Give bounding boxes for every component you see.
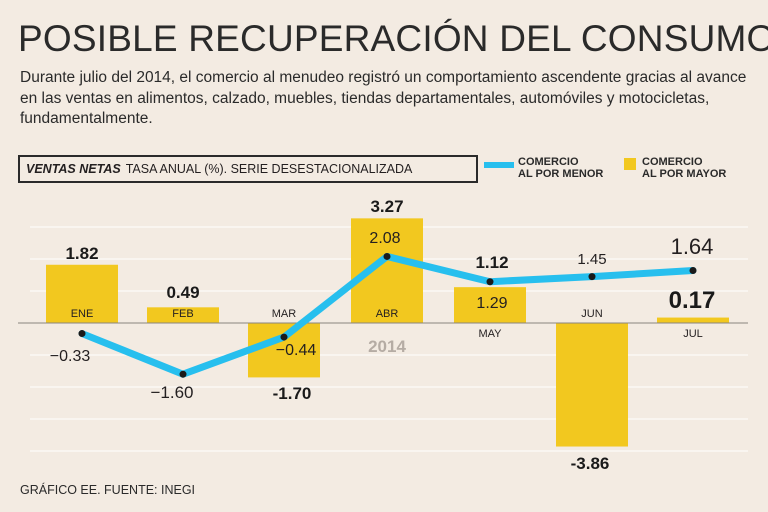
- line-point: [588, 273, 596, 281]
- line-value-labels: −0.33 −1.60 −0.44 2.08 1.29 1.45 1.64: [50, 230, 714, 402]
- bar-may: [454, 287, 526, 323]
- line-point: [689, 267, 697, 275]
- legend-line-swatch: [484, 162, 514, 168]
- line-point: [486, 278, 494, 286]
- legend-menor-line1: COMERCIO: [518, 156, 579, 168]
- bar-value-label: 0.49: [166, 283, 199, 302]
- line-point: [280, 333, 288, 341]
- legend-menor-line2: AL POR MENOR: [518, 168, 604, 180]
- bar-value-label: 3.27: [370, 197, 403, 216]
- bar-value-labels: 1.82 0.49 -1.70 3.27 1.12 -3.86 0.17: [65, 197, 715, 473]
- line-value-label: −0.44: [276, 342, 317, 359]
- year-label: 2014: [368, 337, 406, 356]
- category-label: JUL: [683, 328, 703, 340]
- header-bold: VENTAS NETAS: [26, 162, 121, 176]
- bars: [46, 218, 729, 447]
- line-value-label: 1.64: [671, 234, 714, 259]
- category-label: FEB: [172, 308, 193, 320]
- legend-mayor-line2: AL POR MAYOR: [642, 168, 727, 180]
- legend-bar-swatch: [624, 158, 636, 170]
- bar-jun: [556, 323, 628, 447]
- line-value-label: −0.33: [50, 348, 91, 365]
- bar-value-label: 0.17: [669, 287, 716, 314]
- subtitle: Durante julio del 2014, el comercio al m…: [20, 69, 747, 127]
- line-points: [78, 252, 697, 378]
- category-label: JUN: [581, 308, 602, 320]
- bar-value-label: 1.12: [475, 253, 508, 272]
- category-label: ABR: [376, 308, 399, 320]
- line-value-label: 1.29: [476, 295, 507, 312]
- bar-value-label: -3.86: [571, 454, 610, 473]
- line-point: [78, 330, 86, 338]
- page-title: POSIBLE RECUPERACIÓN DEL CONSUMO: [18, 18, 768, 59]
- bar-value-label: 1.82: [65, 244, 98, 263]
- bar-jul: [657, 317, 729, 323]
- category-label: ENE: [71, 308, 94, 320]
- line-value-label: 1.45: [577, 251, 606, 268]
- legend-mayor-line1: COMERCIO: [642, 156, 703, 168]
- header-rest: TASA ANUAL (%). SERIE DESESTACIONALIZADA: [125, 162, 413, 176]
- bar-feb: [147, 307, 219, 323]
- chart-header: VENTAS NETAS TASA ANUAL (%). SERIE DESES…: [18, 155, 478, 183]
- line-point: [383, 252, 391, 260]
- category-labels: ENE FEB MAR ABR MAY JUN JUL: [71, 308, 703, 340]
- line-value-label: 2.08: [369, 230, 400, 247]
- bar-abr: [351, 218, 423, 323]
- line-value-label: −1.60: [150, 383, 193, 402]
- bar-ene: [46, 264, 118, 323]
- category-label: MAY: [478, 328, 502, 340]
- credit: GRÁFICO EE. FUENTE: INEGI: [20, 483, 196, 497]
- bar-value-label: -1.70: [273, 384, 312, 403]
- line-point: [179, 370, 187, 378]
- category-label: MAR: [272, 308, 297, 320]
- bar-mar: [248, 323, 320, 378]
